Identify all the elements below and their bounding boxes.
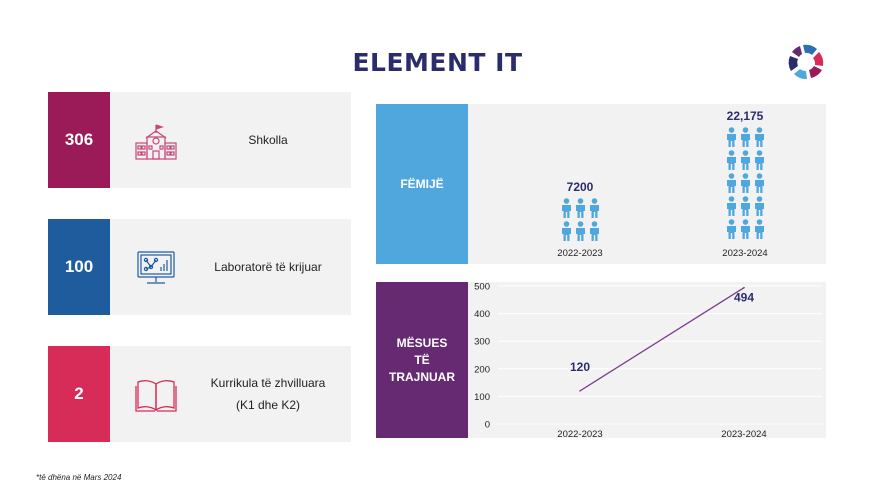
person-icon [590,221,599,241]
stat-label-line: (K1 dhe K2) [235,398,301,412]
person-icon [576,198,585,218]
data-point [743,286,745,289]
person-icon [562,221,571,241]
stat-label: Shkolla [188,92,348,188]
teachers-label-line: TË [414,352,430,367]
person-icon [755,219,764,239]
children-x-label-2023: 2023-2024 [722,248,768,259]
person-icon [562,198,571,218]
y-tick-label: 400 [474,309,490,320]
stat-card-schools: 306 Shkolla [48,92,351,188]
series-line [579,287,745,392]
x-tick-label: 2023-2024 [721,429,766,440]
teachers-label-line: MËSUES [396,335,448,350]
y-tick-label: 0 [485,420,490,431]
person-icon [727,196,736,216]
stat-label-line: Kurrikula të zhvilluara [210,376,326,390]
footnote: *të dhëna në Mars 2024 [36,473,122,482]
brand-logo-icon [788,44,824,80]
stat-card-curricula: 2 Kurrikula të zhvilluara (K1 dhe K2) [48,346,351,442]
person-icon [727,219,736,239]
children-x-label-2022: 2022-2023 [557,248,603,259]
page-title: ELEMENT IT [352,48,523,77]
stat-label: Laboratorë të krijuar [188,219,348,315]
children-panel-label: FËMIJË [376,104,468,264]
person-icon [727,173,736,193]
data-label: 120 [570,360,590,374]
stat-label-line: Laboratorë të krijuar [214,260,322,274]
person-icon [741,196,750,216]
y-tick-label: 100 [474,392,490,403]
stat-label-line: Shkolla [248,133,288,147]
person-icon [741,150,750,170]
y-tick-label: 300 [474,337,490,348]
person-icon [727,127,736,147]
person-icon [590,198,599,218]
person-icon [741,219,750,239]
data-point [579,390,581,392]
children-value-2023: 22,175 [726,109,764,123]
person-icon [727,150,736,170]
children-icons-2023 [725,127,766,239]
person-icon [755,196,764,216]
school-icon [135,124,177,160]
data-label: 494 [734,291,754,305]
person-icon [741,127,750,147]
stat-card-labs: 100 Laboratorë të krijuar [48,219,351,315]
person-icon [741,173,750,193]
stat-value: 100 [48,219,110,315]
children-icons-2022 [560,198,601,241]
person-icon [755,127,764,147]
person-icon [576,221,585,241]
teachers-line-chart: 0 100 200 300 400 500 120 494 2022-2023 2023-2024 [474,282,822,440]
stat-label: Kurrikula të zhvilluara (K1 dhe K2) [188,346,348,442]
person-icon [755,150,764,170]
children-value-2022: 7200 [566,180,594,194]
children-label: FËMIJË [400,176,444,191]
stat-value: 2 [48,346,110,442]
teachers-label-line: TRAJNUAR [389,369,455,384]
computer-lab-icon [137,251,175,284]
open-book-icon [135,380,177,412]
teachers-panel-label: MËSUES TË TRAJNUAR [376,282,468,438]
x-tick-label: 2022-2023 [557,429,602,440]
y-tick-label: 200 [474,364,490,375]
person-icon [755,173,764,193]
y-tick-label: 500 [474,282,490,293]
stat-value: 306 [48,92,110,188]
